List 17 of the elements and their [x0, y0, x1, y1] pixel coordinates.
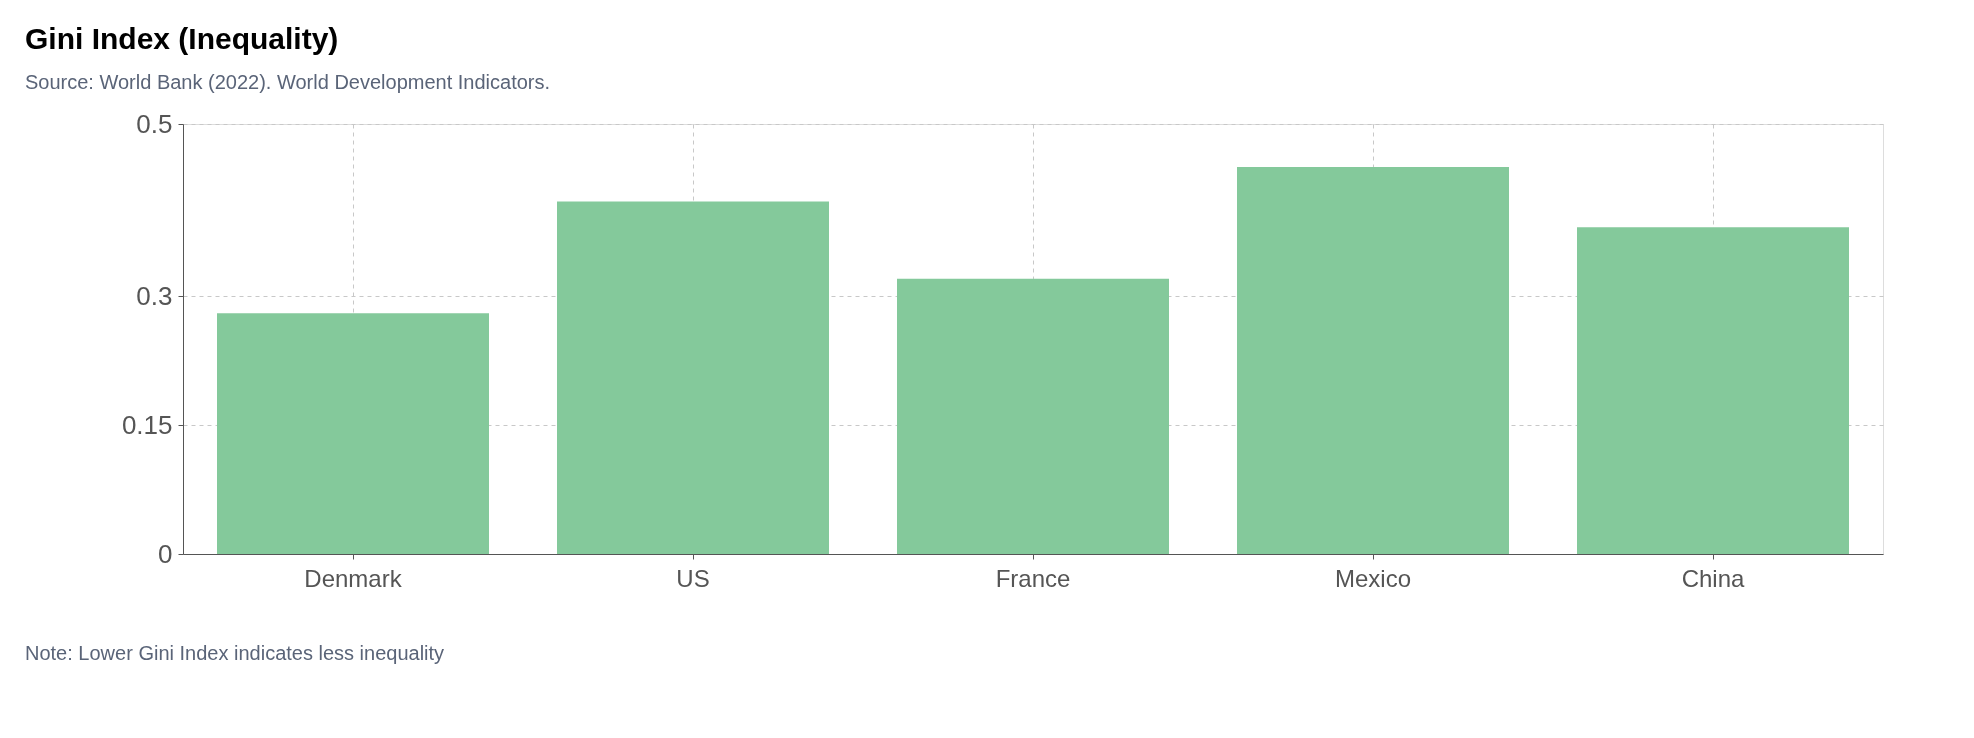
bar — [1577, 227, 1849, 554]
y-tick-label: 0.5 — [136, 108, 173, 139]
y-tick-label: 0 — [158, 538, 173, 569]
bar — [1237, 167, 1509, 554]
x-tick-label: China — [1681, 564, 1745, 592]
chart-subtitle: Source: World Bank (2022). World Development Indicators. — [25, 71, 551, 93]
bar — [557, 201, 829, 554]
y-tick-label: 0.3 — [136, 280, 173, 311]
x-tick-label: France — [995, 564, 1071, 592]
bar — [897, 278, 1169, 554]
x-tick-label: Denmark — [304, 564, 403, 592]
text: Note: Lower Gini Index indicates less inequality — [25, 642, 445, 664]
bar — [217, 313, 489, 554]
chart-title: Gini Index (Inequality) — [25, 22, 339, 55]
x-tick-label: US — [676, 564, 710, 592]
x-tick-label: Mexico — [1334, 564, 1412, 592]
y-tick-label: 0.15 — [121, 409, 173, 440]
